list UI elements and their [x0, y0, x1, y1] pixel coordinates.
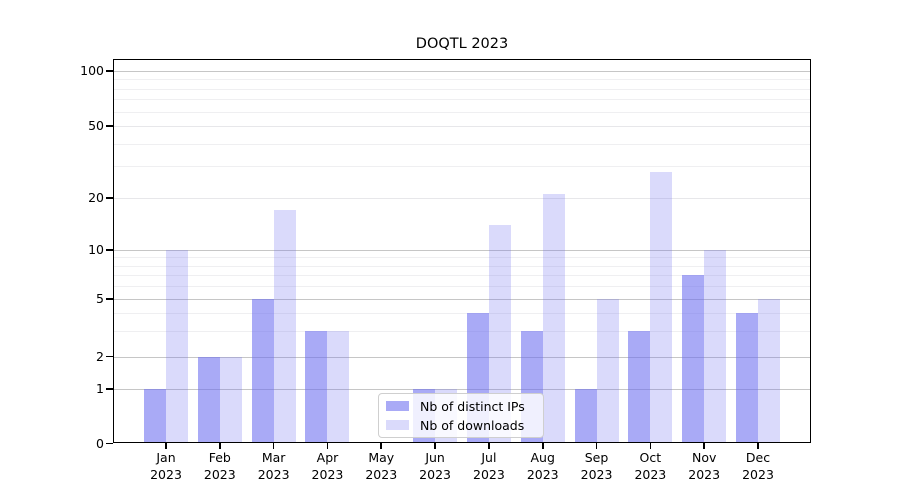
x-tick-10: [703, 443, 705, 449]
gridline-y-90: [113, 79, 811, 81]
x-tick-label-5: Jun 2023: [419, 450, 451, 482]
gridline-y-20: [113, 198, 811, 199]
x-tick-4: [380, 443, 383, 449]
y-tick-label-5: 5: [96, 291, 104, 306]
bar-distinct-ips-11: [736, 313, 758, 443]
bar-downloads-1: [219, 356, 242, 443]
bar-downloads-0: [166, 250, 188, 443]
y-tick-2: [106, 355, 113, 358]
bar-downloads-7: [542, 194, 565, 443]
bar-downloads-11: [758, 299, 780, 443]
legend-row-downloads: Nb of downloads: [386, 418, 536, 433]
x-tick-label-10: Nov 2023: [688, 450, 721, 482]
x-tick-11: [757, 443, 759, 449]
legend: Nb of distinct IPs Nb of downloads: [378, 393, 544, 438]
x-tick-label-4: May 2023: [365, 450, 398, 482]
y-tick-0: [106, 442, 113, 445]
bar-downloads-9: [650, 171, 673, 443]
gridline-y-1: [113, 389, 811, 390]
bar-distinct-ips-10: [682, 275, 705, 443]
legend-swatch-downloads: [386, 420, 409, 430]
y-tick-10: [106, 249, 113, 251]
x-tick-7: [541, 443, 544, 449]
bar-distinct-ips-9: [628, 331, 651, 443]
bar-downloads-10: [704, 250, 727, 443]
bar-downloads-6: [488, 224, 511, 443]
bar-distinct-ips-0: [144, 389, 166, 443]
gridline-y-100: [113, 71, 811, 72]
legend-label-downloads: Nb of downloads: [420, 417, 525, 433]
y-tick-label-1: 1: [96, 381, 104, 396]
gridline-y-7: [113, 275, 811, 277]
y-tick-label-20: 20: [88, 190, 104, 205]
gridline-y-60: [113, 111, 811, 113]
bar-distinct-ips-3: [305, 331, 328, 443]
bar-distinct-ips-1: [197, 356, 220, 443]
y-tick-20: [106, 197, 113, 199]
bar-downloads-3: [327, 331, 350, 443]
gridline-y-2: [113, 356, 811, 358]
gridline-y-4: [113, 313, 811, 314]
x-tick-label-8: Sep 2023: [580, 450, 613, 482]
y-tick-5: [106, 298, 113, 300]
gridline-y-30: [113, 166, 811, 168]
x-tick-1: [219, 443, 221, 449]
x-tick-2: [272, 443, 275, 449]
x-tick-6: [488, 443, 490, 449]
x-tick-label-11: Dec 2023: [742, 450, 774, 482]
gridline-y-6: [113, 286, 811, 288]
x-tick-label-1: Feb 2023: [203, 450, 236, 482]
x-tick-5: [434, 443, 436, 449]
y-tick-50: [106, 125, 113, 127]
x-tick-0: [165, 443, 167, 449]
bar-downloads-8: [596, 299, 619, 443]
bar-distinct-ips-2: [251, 299, 274, 443]
bar-downloads-2: [273, 210, 296, 443]
x-tick-8: [595, 443, 598, 449]
gridline-y-8: [113, 265, 811, 267]
x-tick-label-9: Oct 2023: [634, 450, 667, 482]
x-tick-3: [326, 443, 329, 449]
plot-area: [113, 59, 811, 443]
y-tick-100: [106, 70, 113, 72]
legend-label-distinct-ips: Nb of distinct IPs: [420, 398, 525, 414]
x-tick-label-7: Aug 2023: [526, 450, 559, 482]
y-tick-label-0: 0: [96, 435, 104, 451]
y-tick-label-50: 50: [88, 118, 104, 133]
x-tick-label-0: Jan 2023: [150, 450, 182, 482]
legend-row-distinct-ips: Nb of distinct IPs: [386, 399, 536, 414]
x-tick-label-3: Apr 2023: [311, 450, 344, 482]
y-tick-1: [106, 388, 113, 390]
x-tick-label-2: Mar 2023: [257, 450, 290, 482]
gridline-y-80: [113, 88, 811, 90]
legend-swatch-distinct-ips: [386, 401, 409, 411]
y-tick-label-10: 10: [88, 242, 104, 257]
gridline-y-3: [113, 331, 811, 333]
gridline-y-70: [113, 99, 811, 101]
gridline-y-50: [113, 126, 811, 127]
gridline-y-9: [113, 257, 811, 259]
gridline-y-5: [113, 299, 811, 300]
gridline-y-10: [113, 250, 811, 251]
bar-distinct-ips-8: [574, 389, 597, 443]
y-tick-label-2: 2: [96, 348, 104, 364]
chart-title: DOQTL 2023: [415, 36, 509, 52]
x-tick-label-6: Jul 2023: [473, 450, 505, 482]
x-tick-9: [649, 443, 652, 449]
gridline-y-40: [113, 143, 811, 145]
y-tick-label-100: 100: [80, 63, 104, 78]
